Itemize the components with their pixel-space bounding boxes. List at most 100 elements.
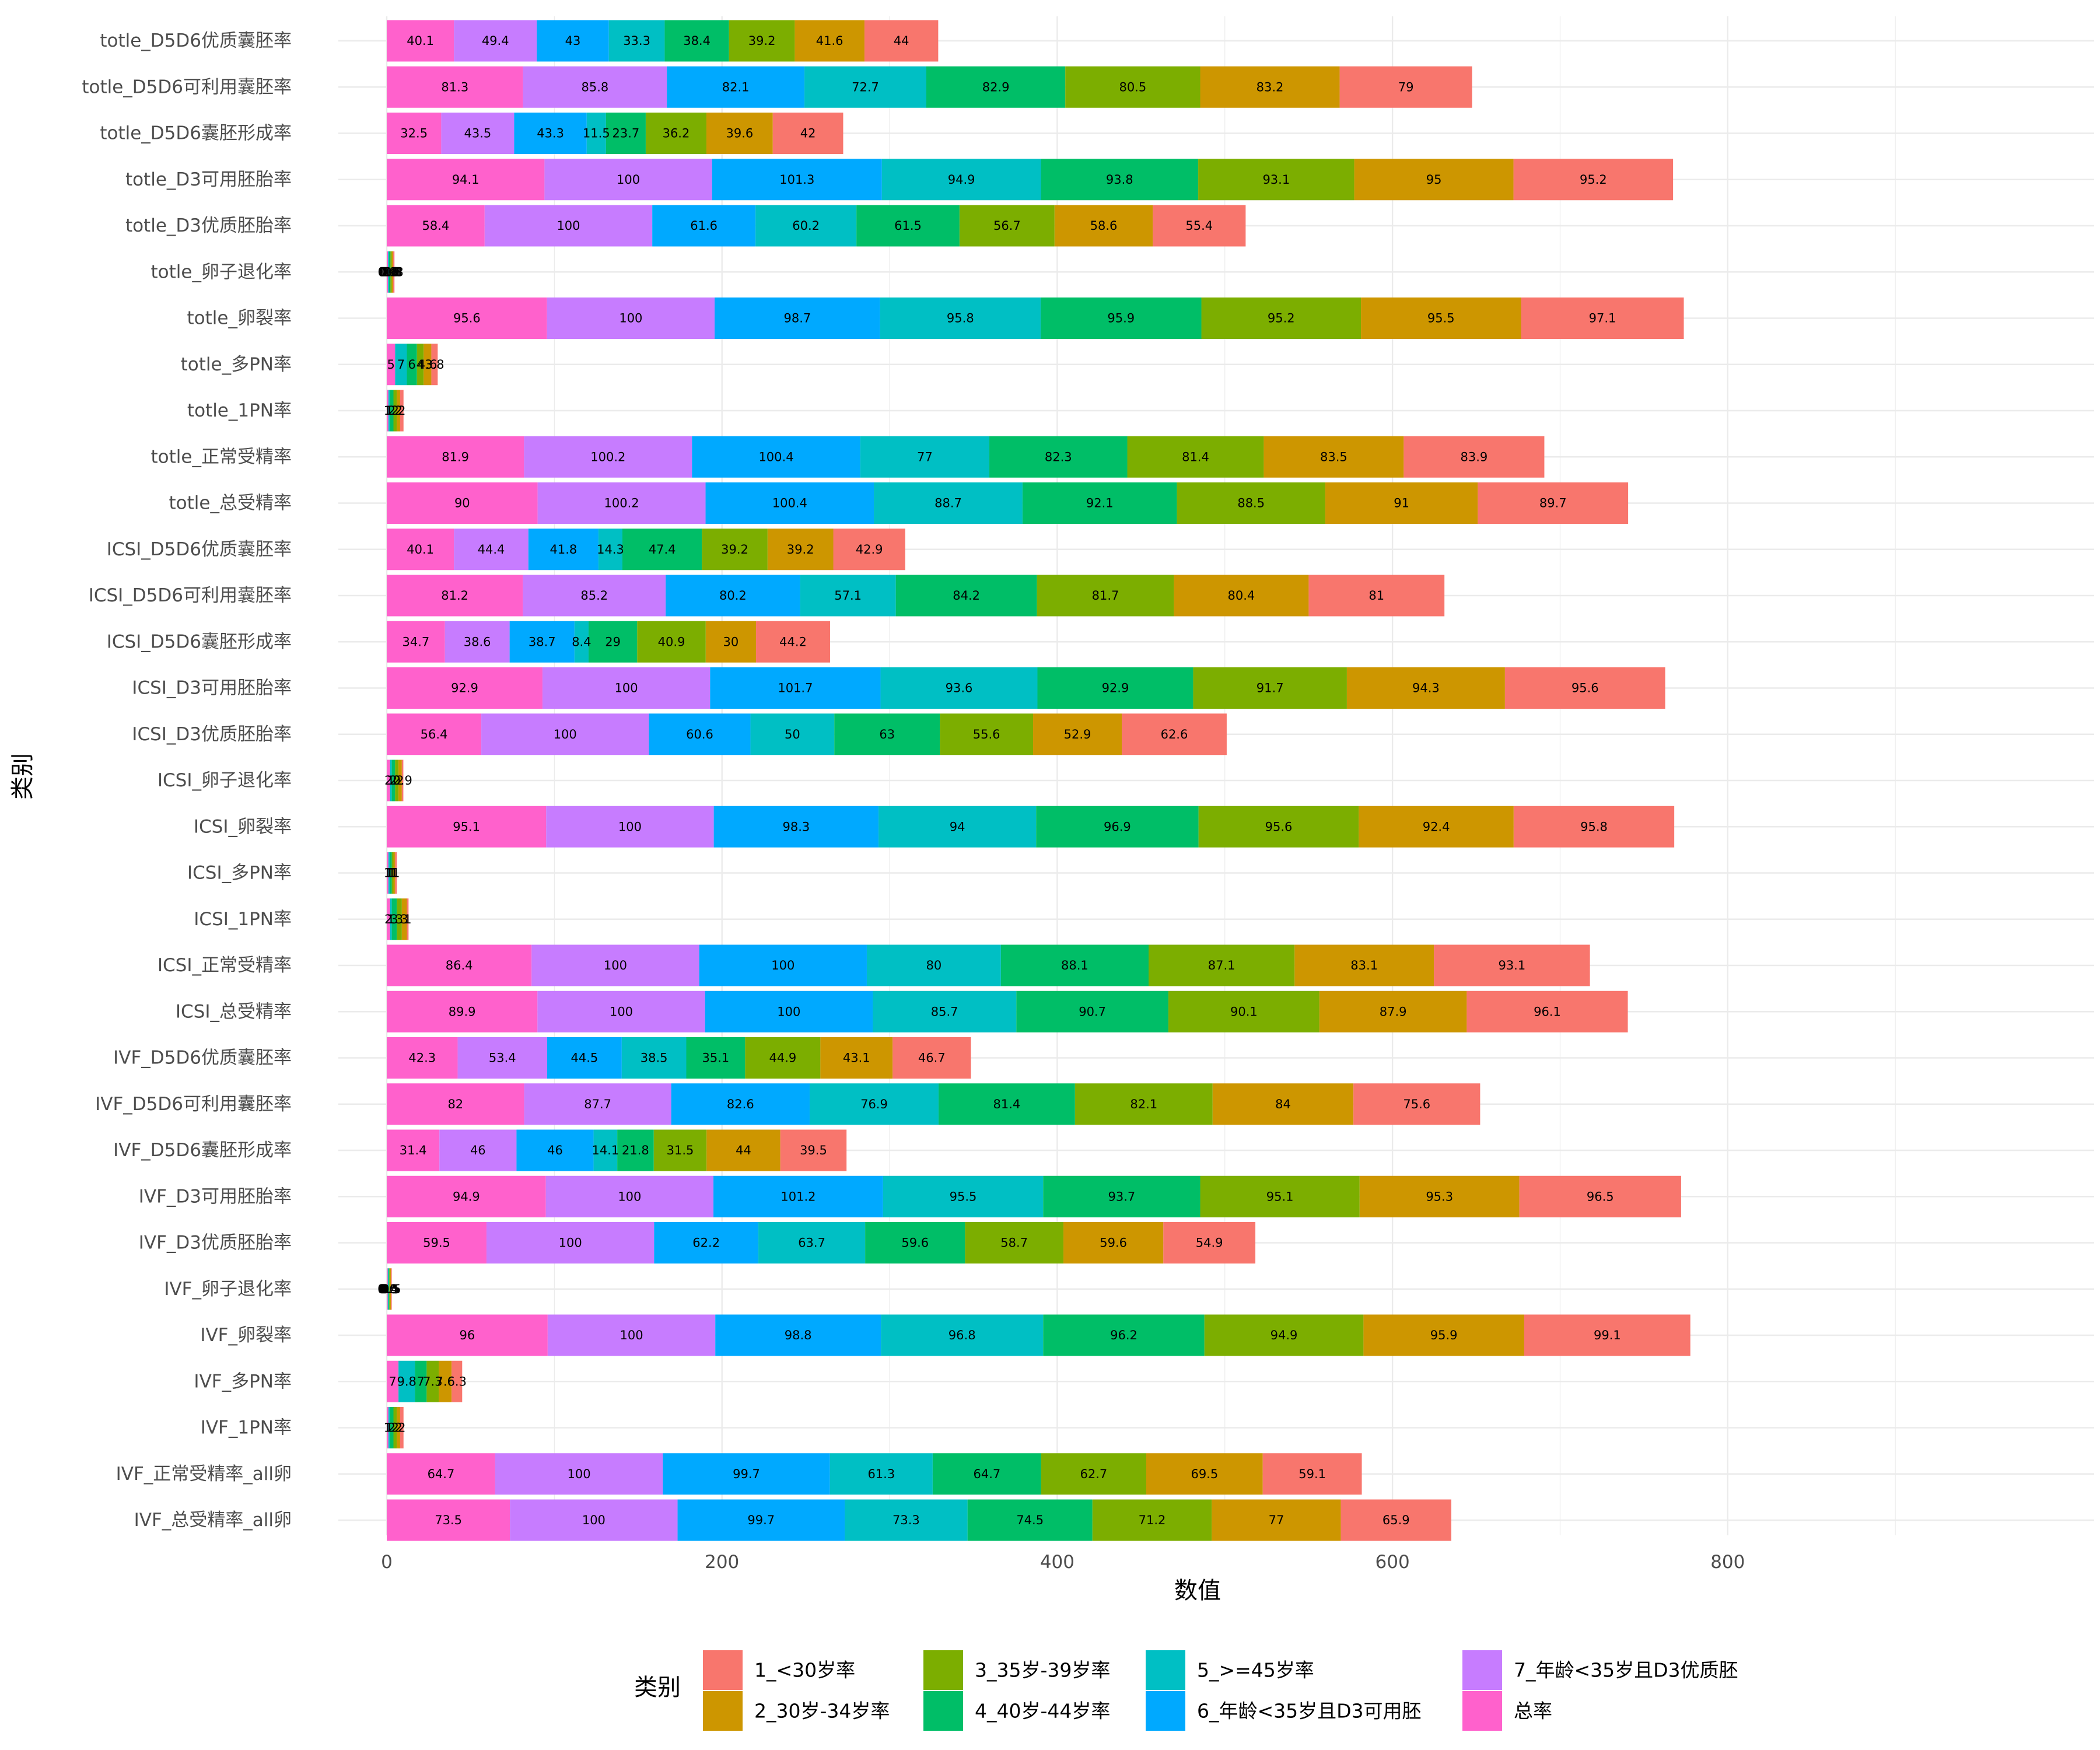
bar-value-label: 59.6 <box>1100 1236 1127 1250</box>
bar-value-label: 41.8 <box>550 542 577 556</box>
bar-value-label: 99.7 <box>747 1513 775 1527</box>
bar-segment <box>772 113 844 154</box>
category-label: ICSI_正常受精率 <box>158 955 292 976</box>
bar-segment <box>1040 298 1202 339</box>
bar-value-label: 90.7 <box>1079 1005 1106 1019</box>
category-label: IVF_正常受精率_all卵 <box>116 1464 292 1485</box>
bar-segment <box>663 1453 830 1495</box>
bar-value-label: 0.5 <box>381 1282 400 1296</box>
bar-value-label: 73.3 <box>892 1513 920 1527</box>
bar-value-label: 89.7 <box>1539 496 1567 510</box>
bar-value-label: 42 <box>800 127 816 141</box>
legend-key <box>923 1650 963 1690</box>
bar-segment <box>387 621 445 663</box>
bar-value-label: 1 <box>386 404 393 418</box>
bar-value-label: 58.7 <box>1000 1236 1028 1250</box>
bar-value-label: 74.5 <box>1016 1513 1044 1527</box>
bar-value-label: 88.5 <box>1237 496 1265 510</box>
bar-segment <box>387 344 396 386</box>
bar-segment <box>390 1268 391 1310</box>
bar-segment <box>1037 575 1174 617</box>
bar-value-label: 100 <box>618 820 642 834</box>
bar-segment <box>864 20 939 62</box>
bar-value-label: 39.2 <box>787 542 814 556</box>
bar-segment <box>545 1175 714 1217</box>
bar-value-label: 39.6 <box>726 127 753 141</box>
category-label: IVF_多PN率 <box>194 1371 292 1392</box>
bar-segment <box>1353 1083 1480 1125</box>
bar-value-label: 11.5 <box>583 127 610 141</box>
category-label: ICSI_总受精率 <box>176 1001 292 1022</box>
bar-segment <box>686 1037 746 1079</box>
bar-segment <box>1000 944 1149 986</box>
category-label: IVF_卵裂率 <box>200 1325 292 1346</box>
bar-segment <box>574 621 589 663</box>
bar-value-label: 62.6 <box>1161 727 1188 741</box>
bar-segment <box>393 852 396 894</box>
bar-value-label: 53.4 <box>489 1051 516 1065</box>
bar-value-label: 95.5 <box>950 1189 977 1203</box>
bar-segment <box>1043 1175 1200 1217</box>
bar-value-label: 101.2 <box>780 1189 816 1203</box>
bar-segment <box>387 1037 458 1079</box>
bar-segment <box>586 113 606 154</box>
bar-segment <box>745 1037 821 1079</box>
category-label: totle_D5D6囊胚形成率 <box>100 123 292 144</box>
bar-value-label: 38.6 <box>464 635 491 649</box>
bar-value-label: 14.1 <box>592 1143 619 1157</box>
bar-value-label: 91 <box>1394 496 1409 510</box>
legend-label: 7_年龄<35岁且D3优质胚 <box>1514 1659 1738 1682</box>
bar-value-label: 82.9 <box>982 80 1010 94</box>
bar-segment <box>387 667 542 709</box>
bar-value-label: 7.6 <box>436 1374 455 1388</box>
y-axis-title: 类别 <box>9 753 36 800</box>
bar-value-label: 99.1 <box>1594 1328 1621 1342</box>
bar-segment <box>387 1129 440 1171</box>
bar-value-label: 1 <box>392 866 400 880</box>
bar-value-label: 55.6 <box>973 727 1000 741</box>
bar-value-label: 95.1 <box>1266 1189 1294 1203</box>
bar-value-label: 95.9 <box>1430 1328 1458 1342</box>
bar-value-label: 100 <box>619 312 642 326</box>
bar-value-label: 58.4 <box>422 219 450 233</box>
bar-value-label: 93.1 <box>1262 173 1290 187</box>
bar-value-label: 85.8 <box>582 80 609 94</box>
bar-segment <box>401 898 407 940</box>
bar-segment <box>1174 575 1309 617</box>
bar-segment <box>880 667 1038 709</box>
bar-value-label: 98.8 <box>785 1328 812 1342</box>
bar-value-label: 100 <box>559 1236 582 1250</box>
bar-value-label: 81.3 <box>441 80 468 94</box>
bar-value-label: 59.1 <box>1298 1467 1326 1481</box>
bar-segment <box>932 1453 1041 1495</box>
bar-value-label: 61.6 <box>690 219 718 233</box>
bar-value-label: 1 <box>386 866 393 880</box>
bar-value-label: 73.5 <box>435 1513 462 1527</box>
bar-value-label: 100 <box>610 1005 633 1019</box>
bar-value-label: 77 <box>1269 1513 1284 1527</box>
bar-value-label: 38.7 <box>528 635 556 649</box>
bar-value-label: 80.4 <box>1228 589 1255 603</box>
bar-value-label: 95.1 <box>453 820 480 834</box>
bar-segment <box>1043 1314 1205 1356</box>
bar-value-label: 100.2 <box>604 496 639 510</box>
bar-segment <box>387 1083 524 1125</box>
bar-segment <box>393 251 395 293</box>
bar-value-label: 65.9 <box>1382 1513 1410 1527</box>
bar-value-label: 46 <box>470 1143 486 1157</box>
bar-segment <box>454 20 537 62</box>
bar-segment <box>387 1268 388 1310</box>
bar-segment <box>755 205 857 247</box>
bar-segment <box>652 205 756 247</box>
bar-segment <box>622 528 702 570</box>
bar-segment <box>1524 1314 1690 1356</box>
bar-value-label: 92.9 <box>451 681 478 695</box>
bar-value-label: 83.9 <box>1461 450 1488 464</box>
bar-value-label: 7.3 <box>423 1374 442 1388</box>
bar-segment <box>387 113 442 154</box>
x-tick-label: 400 <box>1040 1552 1074 1573</box>
bar-value-label: 95.8 <box>1580 820 1608 834</box>
bar-value-label: 2 <box>390 774 397 788</box>
bar-value-label: 2 <box>388 404 396 418</box>
